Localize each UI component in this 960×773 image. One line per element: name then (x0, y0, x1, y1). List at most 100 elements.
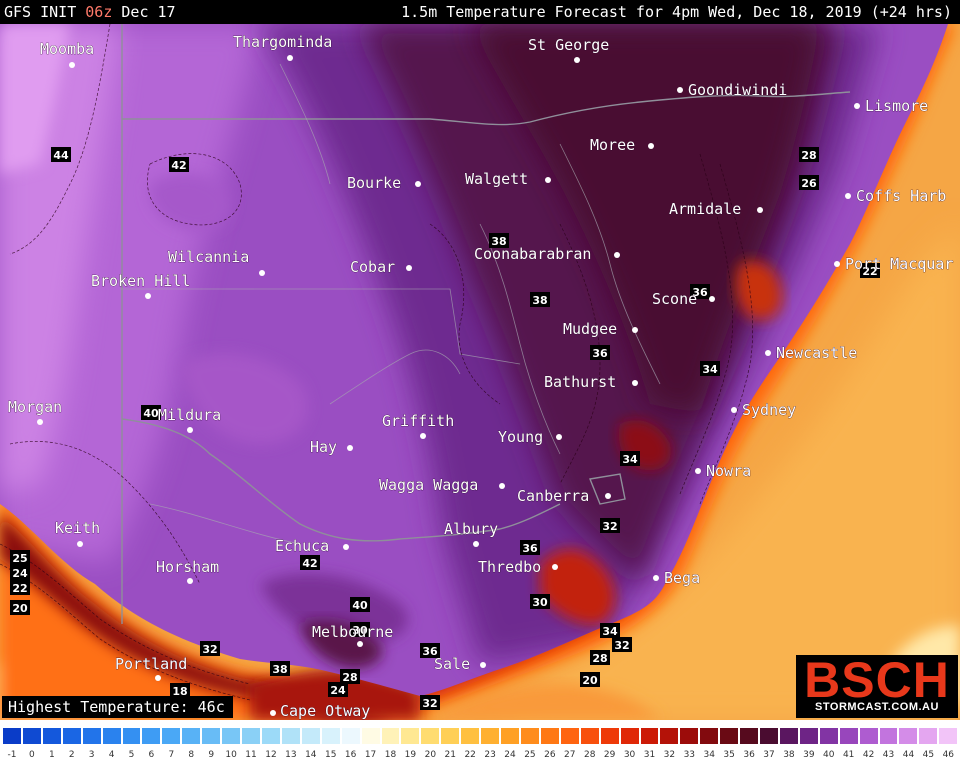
legend-value: 0 (29, 750, 35, 760)
svg-text:Sale: Sale (434, 655, 470, 673)
svg-text:Portland: Portland (115, 655, 187, 673)
legend-swatch (740, 728, 759, 744)
city-port-macquarie: Port Macquar (834, 255, 954, 273)
svg-text:28: 28 (801, 149, 816, 162)
city-goondiwindi: Goondiwindi (677, 81, 788, 99)
svg-text:36: 36 (522, 542, 538, 555)
legend-value: 37 (763, 750, 775, 760)
legend-value: 16 (344, 750, 357, 760)
contour-label-42-echuca: 42 (300, 555, 320, 570)
state-borders (121, 24, 851, 624)
city-coffs-harbour: Coffs Harb (845, 187, 947, 205)
legend-value: 17 (364, 750, 377, 760)
legend-value: 40 (823, 750, 835, 760)
legend-swatch (202, 728, 221, 744)
svg-text:25: 25 (12, 552, 27, 565)
legend-swatch (640, 728, 659, 744)
coastal-band-south (0, 514, 395, 720)
contour-label-28-gippsland: 28 (590, 650, 610, 665)
svg-text:Wilcannia: Wilcannia (168, 248, 249, 266)
legend-value: -1 (7, 750, 17, 760)
svg-text:36: 36 (592, 347, 608, 360)
contour-label-32-west: 32 (200, 641, 220, 656)
contour-label-34-young: 34 (620, 451, 640, 466)
legend-value: 7 (168, 750, 175, 760)
legend-swatch (142, 728, 161, 744)
legend-value: 45 (922, 750, 935, 760)
legend-swatch (321, 728, 340, 744)
contour-label-24-otway: 24 (328, 682, 348, 697)
contour-label-36-mudgee: 36 (590, 345, 610, 360)
city-bega: Bega (653, 569, 700, 587)
legend-swatch (42, 728, 61, 744)
legend-swatch (520, 728, 539, 744)
legend-swatch (162, 728, 181, 744)
city-griffith: Griffith (382, 412, 455, 439)
legend-swatch (461, 728, 480, 744)
contour-label-30-thredbo: 30 (530, 594, 550, 609)
contour-label-42-north: 42 (169, 157, 189, 172)
legend-value: 15 (324, 750, 337, 760)
temperature-legend: -1 0 1 2 3 4 5 6 7 8 9 10 11 12 13 14 15 16 17 18 19 20 21 22 23… (0, 720, 960, 773)
legend-value: 34 (703, 750, 715, 760)
legend-swatch (660, 728, 679, 744)
city-nowra: Nowra (695, 462, 751, 480)
legend-swatch (819, 728, 838, 744)
legend-swatch (939, 728, 958, 744)
svg-text:Hay: Hay (310, 438, 337, 456)
legend-value: 30 (623, 750, 636, 760)
legend-swatch (242, 728, 260, 744)
legend-swatch (441, 728, 460, 744)
svg-text:Horsham: Horsham (156, 558, 219, 576)
legend-swatch (102, 728, 121, 744)
city-echuca: Echuca (275, 537, 349, 555)
contour-label-30-melbourne: 30 (350, 622, 370, 637)
contour-label-36-albury: 36 (520, 540, 540, 555)
district-line-d (279, 63, 331, 185)
coastal-band-outer (0, 494, 440, 720)
district-line-b (479, 223, 561, 455)
legend-swatch (501, 728, 519, 744)
svg-text:Moree: Moree (590, 136, 635, 154)
svg-text:30: 30 (532, 596, 548, 609)
legend-swatch (3, 728, 21, 744)
city-scone: Scone (652, 290, 715, 308)
legend-swatch (401, 728, 420, 744)
city-armidale: Armidale (669, 200, 763, 218)
city-mudgee: Mudgee (563, 320, 638, 338)
legend-swatch (899, 728, 918, 744)
legend-value: 10 (225, 750, 237, 760)
city-hay: Hay (310, 438, 353, 456)
legend-swatch (122, 728, 141, 744)
district-line-c (559, 143, 661, 385)
legend-value: 28 (583, 750, 596, 760)
svg-text:28: 28 (592, 652, 607, 665)
contour-label-34-newcastle: 34 (700, 361, 720, 376)
svg-text:38: 38 (491, 235, 506, 248)
legend-value: 25 (524, 750, 536, 760)
legend-swatch (580, 728, 599, 744)
contour-label-32-bega: 32 (612, 637, 632, 652)
svg-text:36: 36 (422, 645, 438, 658)
legend-value: 35 (723, 750, 735, 760)
legend-value: 31 (643, 750, 656, 760)
contour-south-a (0, 543, 251, 685)
contour-38 (429, 223, 501, 405)
district-borders (120, 63, 661, 545)
legend-swatch (720, 728, 739, 744)
svg-text:St George: St George (528, 36, 609, 54)
city-moomba: Moomba (40, 40, 94, 68)
logo-website: STORMCAST.COM.AU (815, 701, 939, 713)
contour-label-24-sa: 24 (10, 565, 30, 580)
svg-text:Broken Hill: Broken Hill (91, 272, 190, 290)
legend-swatch (182, 728, 201, 744)
contour-36 (559, 223, 601, 485)
legend-swatch (859, 728, 878, 744)
border-murray (121, 418, 561, 542)
contour-label-28-otway: 28 (340, 669, 360, 684)
legend-swatch (341, 728, 360, 744)
city-wagga-wagga: Wagga Wagga (379, 476, 505, 494)
legend-value: 39 (803, 750, 815, 760)
city-thredbo: Thredbo (478, 558, 558, 576)
legend-value: 5 (128, 750, 135, 760)
